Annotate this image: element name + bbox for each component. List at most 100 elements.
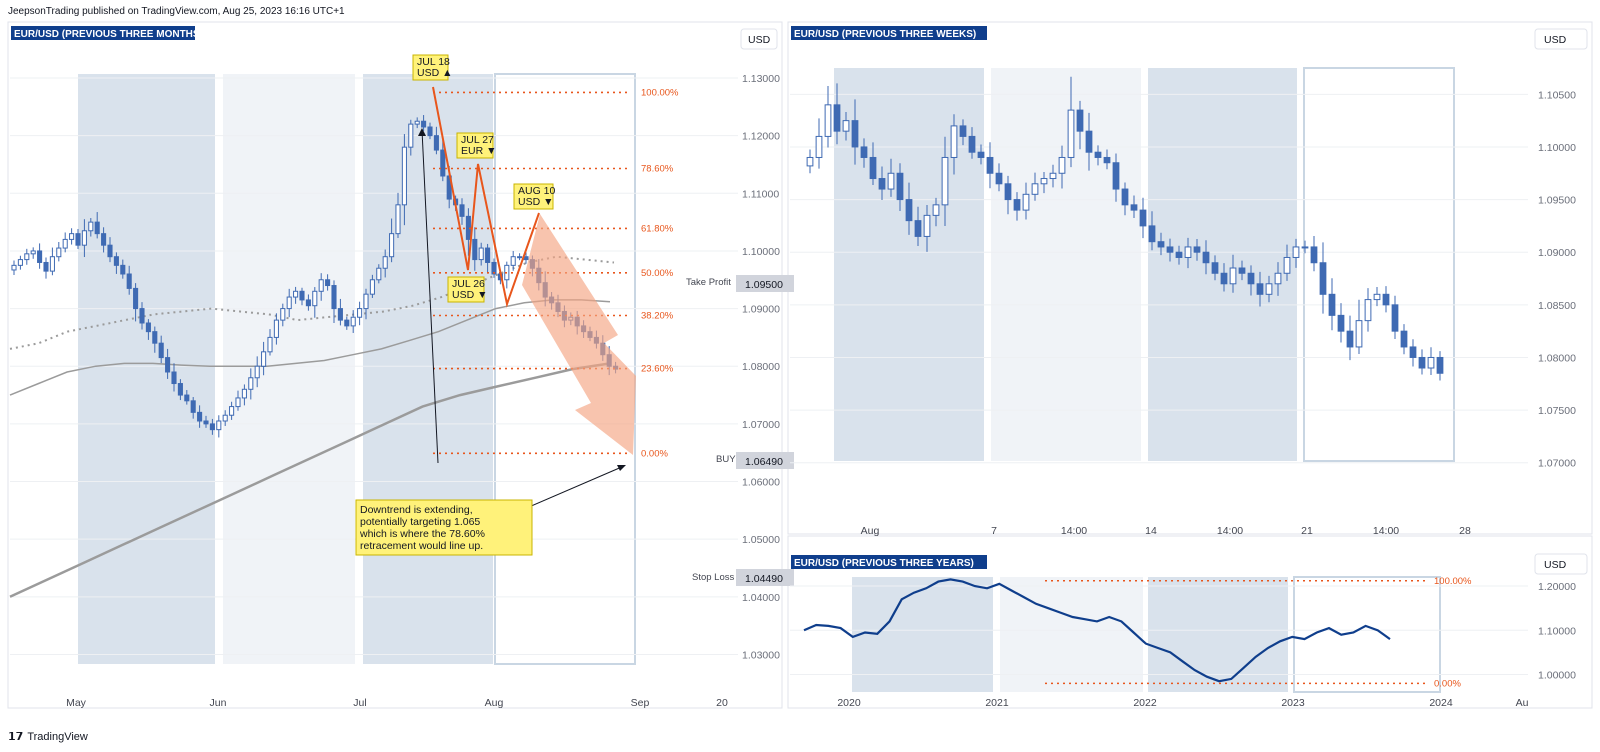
marker-jul27-ccy: EUR ▼ [461,145,496,157]
pointer-arrowhead-up [418,128,426,136]
gridlines [790,585,1528,676]
candle-body [369,279,375,295]
candle-body [24,253,30,261]
candle-body [241,388,247,399]
candle-body [1085,130,1093,153]
currency-button[interactable] [1534,553,1588,575]
candle-body [30,250,36,255]
candle-body [833,104,841,132]
marker-aug10-date: AUG 10 [518,185,556,197]
candle-body [1103,156,1111,164]
candle-body [923,214,931,237]
candle-body [1346,330,1354,348]
candle-body [254,365,260,379]
candle-body [815,135,823,158]
candle-body [1049,172,1057,180]
candle-body [1319,262,1327,295]
annotation-line-3: which is where the 78.60% [359,528,485,540]
annotation-line-1: Downtrend is extending, [360,504,473,516]
currency-label: USD [1544,34,1567,46]
vertical-pointer-line [421,129,439,464]
y-tick: 1.05000 [742,534,780,546]
candle-body [171,371,177,385]
candle-body [1121,188,1129,206]
candle-body [286,296,292,310]
candle-body [337,308,343,321]
footer: 𝟭𝟳 TradingView [8,730,88,744]
candle-body [267,336,273,353]
x-tick: Au [1516,697,1529,709]
x-tick: 2021 [985,697,1009,709]
y-axis: 1.20000 1.10000 1.00000 [1538,581,1576,681]
fibonacci-levels: 100.00% 78.60% 61.80% 50.00% 38.20% 23.60% 0.0… [433,87,679,459]
x-tick: Aug [861,525,880,537]
y-tick: 1.08000 [742,361,780,373]
candle-body [887,172,895,190]
level-buy-value: 1.06490 [745,456,783,468]
annotation-note: Downtrend is extending, potentially targ… [355,499,533,556]
footer-brand: TradingView [27,730,88,743]
candle-body [126,273,132,289]
candle-body [165,357,171,373]
title-bg [791,555,987,569]
fibonacci-levels: 100.00% 0.00% [1045,576,1472,689]
candle-body [344,319,350,327]
y-axis: 1.13000 1.12000 1.11000 1.10000 1.09000 1.080… [742,73,780,661]
marker-jul18: JUL 18 USD ▲ [412,54,452,81]
candle-body [133,287,139,310]
candle-body [1310,246,1318,264]
x-tick: 14:00 [1373,525,1399,537]
candle-body [395,204,401,235]
candle-body [299,290,305,301]
candle-body [49,256,55,272]
candle-body [1373,293,1381,301]
candle-body [478,247,484,261]
band-july [363,74,493,664]
candle-body [1247,272,1255,285]
candle-body [312,290,318,307]
y-tick: 1.09500 [1538,195,1576,207]
band-week3 [1148,68,1297,461]
candle-body [1211,262,1219,274]
candle-body [472,238,478,261]
candle-body [959,125,967,137]
candle-body [261,351,267,367]
candle-body [1004,183,1012,201]
annotation-line-4: retracement would line up. [360,540,483,552]
candle-body [248,377,254,390]
candle-body [101,233,107,246]
candle-body [977,151,985,158]
price-line [803,578,1391,683]
candle-body [1058,156,1066,174]
candle-body [1184,246,1192,258]
candle-body [1292,246,1300,258]
y-tick: 1.07000 [1538,458,1576,470]
candle-body [152,331,158,344]
candle-body [1364,299,1372,322]
x-tick: Aug [485,697,504,709]
marker-jul27: JUL 27 EUR ▼ [456,132,496,159]
fib-label: 100.00% [1434,576,1472,587]
marker-jul26: JUL 26 USD ▼ [447,276,487,303]
x-tick: 14:00 [1217,525,1243,537]
candle-body [523,256,529,261]
currency-button[interactable] [1534,28,1588,50]
candle-body [139,308,145,324]
candle-body [325,279,331,287]
y-tick: 1.07000 [742,419,780,431]
candle-body [433,135,439,151]
currency-button[interactable] [740,28,778,50]
target-pointer-line [514,465,625,514]
candle-body [1031,183,1039,195]
candle-body [427,126,433,137]
candle-body [113,256,119,266]
candle-body [440,149,446,177]
marker-jul18-ccy: USD ▲ [417,67,452,79]
level-take-profit-box [736,275,794,292]
fib-label: 100.00% [641,87,679,98]
x-tick: 2020 [837,697,861,709]
fib-label: 0.00% [641,448,668,459]
candle-body [510,256,516,266]
marker-aug10: AUG 10 USD ▼ [513,183,556,210]
candle-body [932,204,940,216]
